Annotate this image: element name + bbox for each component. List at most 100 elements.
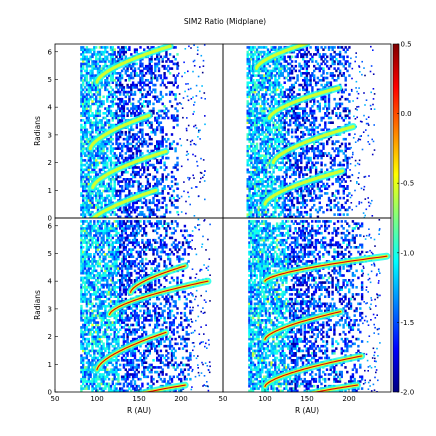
disk-cell bbox=[298, 69, 301, 73]
disk-cell bbox=[150, 121, 153, 124]
disk-cell bbox=[309, 156, 312, 160]
disk-cell bbox=[137, 213, 140, 216]
disk-cell bbox=[311, 163, 314, 167]
outer-speckle bbox=[358, 172, 360, 174]
disk-cell bbox=[113, 156, 116, 160]
disk-cell bbox=[80, 220, 83, 223]
disk-cell bbox=[80, 279, 83, 282]
disk-cell bbox=[80, 366, 83, 369]
disk-cell bbox=[296, 114, 299, 117]
disk-cell bbox=[87, 234, 90, 237]
disk-cell bbox=[85, 189, 89, 193]
disk-cell bbox=[272, 90, 275, 94]
disk-cell bbox=[111, 74, 114, 77]
disk-cell bbox=[172, 203, 175, 207]
disk-cell bbox=[333, 107, 336, 110]
disk-cell bbox=[252, 173, 255, 176]
disk-cell bbox=[248, 57, 251, 61]
disk-cell bbox=[320, 95, 323, 99]
disk-cell bbox=[119, 192, 122, 195]
disk-cell bbox=[96, 295, 100, 298]
disk-cell bbox=[316, 187, 320, 190]
disk-cell bbox=[302, 88, 305, 92]
disk-cell bbox=[265, 93, 268, 96]
disk-cell bbox=[257, 93, 260, 96]
disk-cell bbox=[287, 79, 290, 82]
disk-cell bbox=[303, 166, 307, 169]
disk-cell bbox=[144, 133, 148, 136]
disk-cell bbox=[322, 185, 325, 188]
disk-cell bbox=[82, 109, 85, 113]
disk-cell bbox=[277, 137, 281, 141]
disk-cell bbox=[279, 210, 283, 214]
disk-cell bbox=[87, 159, 90, 162]
disk-cell bbox=[274, 90, 277, 94]
disk-cell bbox=[93, 304, 96, 308]
disk-cell bbox=[124, 145, 127, 148]
disk-cell bbox=[307, 90, 310, 94]
disk-cell bbox=[89, 361, 92, 364]
disk-cell bbox=[252, 206, 255, 209]
disk-cell bbox=[313, 156, 316, 160]
disk-cell bbox=[91, 238, 94, 242]
disk-cell bbox=[113, 196, 116, 200]
disk-cell bbox=[104, 199, 107, 202]
disk-cell bbox=[157, 100, 161, 103]
disk-cell bbox=[337, 76, 340, 80]
outer-speckle bbox=[372, 140, 375, 143]
disk-cell bbox=[96, 238, 100, 242]
disk-cell bbox=[119, 83, 122, 87]
disk-cell bbox=[111, 192, 114, 195]
disk-cell bbox=[89, 121, 92, 124]
disk-cell bbox=[83, 349, 87, 353]
disk-cell bbox=[82, 222, 85, 225]
outer-speckle bbox=[200, 172, 203, 174]
disk-cell bbox=[80, 62, 83, 66]
disk-cell bbox=[85, 269, 89, 273]
disk-cell bbox=[268, 185, 272, 188]
disk-cell bbox=[102, 83, 105, 87]
disk-cell bbox=[87, 137, 90, 141]
disk-cell bbox=[120, 145, 124, 148]
disk-cell bbox=[248, 159, 251, 162]
disk-cell bbox=[152, 112, 155, 115]
disk-cell bbox=[150, 123, 153, 127]
disk-cell bbox=[133, 105, 137, 108]
disk-cell bbox=[318, 189, 321, 193]
disk-cell bbox=[168, 196, 172, 200]
disk-cell bbox=[266, 72, 270, 75]
disk-cell bbox=[307, 114, 310, 117]
disk-cell bbox=[276, 180, 279, 183]
disk-cell bbox=[259, 46, 262, 49]
disk-cell bbox=[250, 159, 253, 162]
disk-cell bbox=[281, 135, 284, 139]
disk-cell bbox=[170, 60, 174, 63]
disk-cell bbox=[248, 128, 251, 132]
disk-cell bbox=[98, 161, 102, 165]
disk-cell bbox=[281, 121, 284, 124]
disk-cell bbox=[257, 185, 260, 188]
disk-cell bbox=[316, 107, 320, 110]
disk-cell bbox=[300, 166, 303, 169]
disk-cell bbox=[83, 260, 87, 263]
disk-cell bbox=[265, 154, 268, 157]
disk-cell bbox=[85, 243, 89, 247]
outer-speckle bbox=[365, 99, 368, 101]
disk-cell bbox=[102, 140, 105, 143]
disk-cell bbox=[277, 114, 281, 117]
disk-cell bbox=[87, 279, 90, 282]
disk-cell bbox=[85, 210, 89, 214]
disk-cell bbox=[344, 62, 347, 66]
disk-cell bbox=[320, 128, 323, 132]
disk-cell bbox=[290, 199, 294, 202]
disk-cell bbox=[285, 100, 288, 103]
disk-cell bbox=[91, 349, 94, 353]
disk-cell bbox=[95, 260, 98, 263]
disk-cell bbox=[274, 100, 277, 103]
disk-cell bbox=[316, 149, 320, 153]
disk-cell bbox=[292, 173, 296, 176]
disk-cell bbox=[91, 359, 94, 362]
disk-cell bbox=[320, 185, 323, 188]
disk-cell bbox=[131, 93, 135, 96]
disk-cell bbox=[89, 48, 92, 51]
